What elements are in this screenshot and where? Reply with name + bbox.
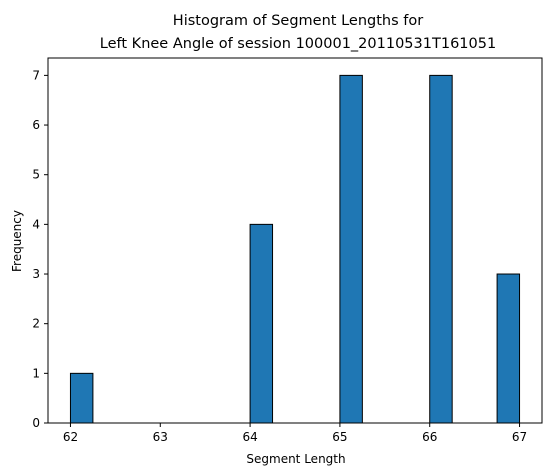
- y-tick-label: 1: [32, 366, 40, 380]
- x-axis-ticks: 62 63 64 65 66 67: [63, 423, 527, 444]
- histogram-bar: [249, 223, 274, 424]
- histogram-bar: [339, 74, 363, 424]
- y-tick-label: 7: [32, 68, 40, 82]
- histogram-bar: [429, 74, 453, 424]
- x-tick-label: 63: [153, 430, 168, 444]
- histogram-bar: [69, 372, 94, 424]
- x-tick-label: 65: [332, 430, 347, 444]
- y-tick-label: 0: [32, 416, 40, 430]
- y-tick-label: 4: [32, 217, 40, 231]
- chart-title-line-1: Histogram of Segment Lengths for: [173, 13, 423, 29]
- histogram-bar: [496, 273, 521, 424]
- y-tick-label: 3: [32, 267, 40, 281]
- y-tick-label: 5: [32, 168, 40, 182]
- y-axis-label: Frequency: [10, 210, 24, 272]
- chart-title-line-2: Left Knee Angle of session 100001_201105…: [100, 36, 496, 52]
- plot-frame: [47, 57, 543, 424]
- x-tick-label: 64: [242, 430, 257, 444]
- x-tick-label: 66: [422, 430, 437, 444]
- y-tick-label: 6: [32, 118, 40, 132]
- y-tick-label: 2: [32, 317, 40, 331]
- x-tick-label: 62: [63, 430, 78, 444]
- x-axis-label: Segment Length: [246, 452, 345, 466]
- y-axis-ticks: 0 1 2 3 4 5 6 7: [32, 68, 48, 430]
- x-tick-label: 67: [512, 430, 527, 444]
- histogram-bars: [69, 74, 521, 424]
